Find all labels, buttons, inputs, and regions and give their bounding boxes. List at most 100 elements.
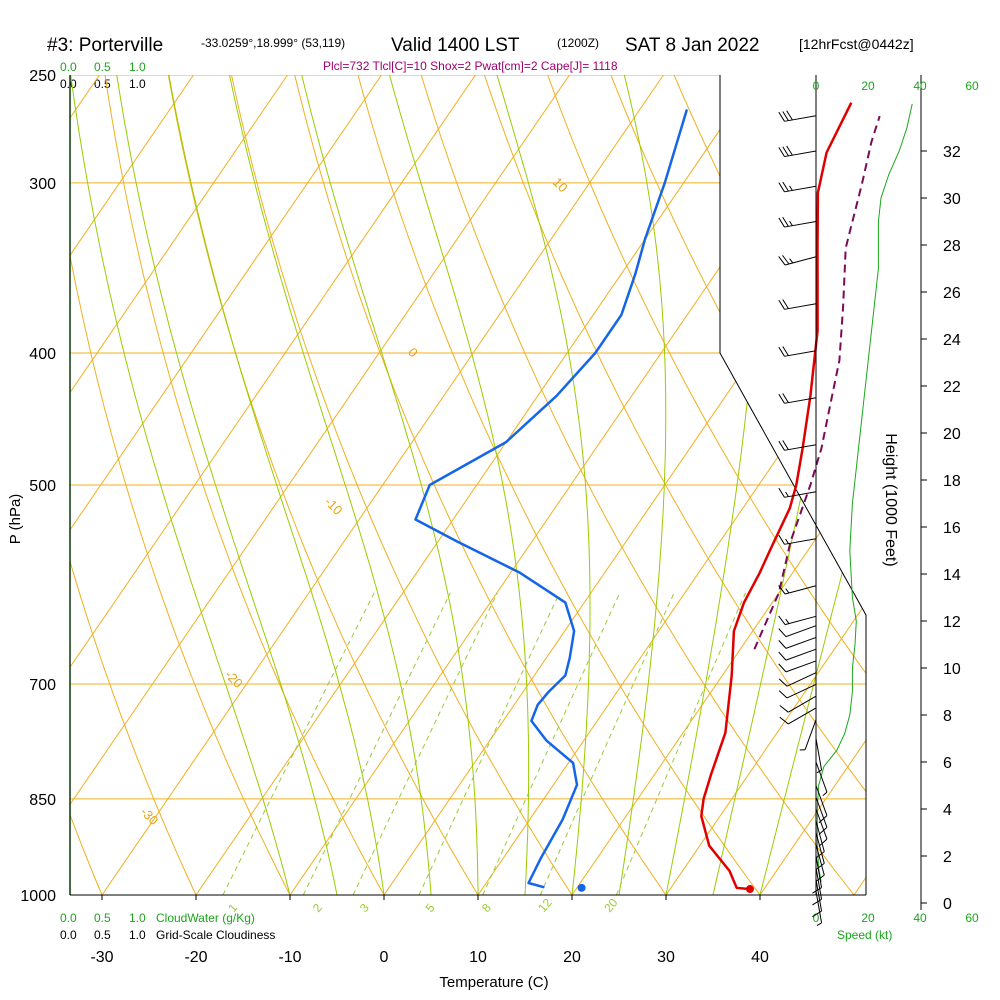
height-tick-label: 28 [943,238,961,255]
p-tick-label: 700 [29,677,56,694]
wind-barb [815,891,823,927]
parcel-path [753,115,881,650]
height-tick-label: 26 [943,285,961,302]
height-tick-label: 8 [943,708,952,725]
moist-adiabat [229,75,432,895]
isotherm-label: 0 [405,345,421,361]
height-tick-label: 12 [943,614,961,631]
dewpoint-line [414,109,689,889]
utc-time: (1200Z) [557,36,599,50]
isotherm-line [195,75,758,895]
height-axis-title: Height (1000 Feet) [882,433,899,566]
speed-tick-label-bottom: 20 [861,911,875,925]
dry-adiabat [0,75,8,895]
parcel-params: Plcl=732 Tlcl[C]=10 Shox=2 Pwat[cm]=2 Ca… [323,59,618,73]
mixing-ratio-line [418,592,561,895]
grid-scale-bottom-1: 1.0 [129,928,146,942]
isotherm-line [70,75,382,895]
cloud-water-label: CloudWater (g/Kg) [156,911,255,925]
isotherm-label: 10 [550,174,571,195]
p-tick-label: 400 [29,346,56,363]
wind-barb [799,719,817,751]
moist-adiabat [389,75,530,895]
x-tick-label: -10 [278,949,301,966]
forecast-info: [12hrFcst@0442z] [799,36,914,52]
temperature-line [700,102,853,891]
mixing-ratio-label: 5 [423,901,438,915]
isotherm-line [70,75,570,895]
wind-barb [778,145,817,158]
p-tick-label: 300 [29,176,56,193]
height-tick-label: 22 [943,379,961,396]
wind-barb [778,625,817,638]
wind-barb [778,534,817,545]
wind-barb [815,808,828,847]
height-tick-label: 6 [943,755,952,772]
p-tick-label: 1000 [20,888,56,905]
mixing-ratio-label: 20 [601,895,621,914]
p-tick-label: 500 [29,478,56,495]
station-title: #3: Porterville [47,35,163,56]
speed-tick-label-top: 60 [965,79,979,93]
valid-date: SAT 8 Jan 2022 [625,35,760,56]
wind-barb [815,820,825,859]
mixing-ratio-line [352,592,498,895]
p-tick-label: 850 [29,792,56,809]
mixing-ratio-line [222,592,375,895]
plot-boundary [719,75,867,895]
dry-adiabat [420,75,855,895]
isotherm-line [759,75,866,895]
p-tick-label: 250 [29,68,56,85]
wind-barb [815,797,828,835]
dry-adiabat [70,75,197,895]
speed-tick-label-top: 0 [813,79,820,93]
cloud-scale-top-1: 1.0 [129,60,146,74]
dry-adiabat [104,75,385,895]
station-coords: -33.0259°,18.999° (53,119) [201,36,345,50]
wind-barb [778,440,817,451]
y-axis-title: P (hPa) [7,494,24,545]
wind-barb [779,707,817,725]
height-tick-label: 18 [943,473,961,490]
height-tick-label: 20 [943,426,961,443]
grid-scale-top-0: 0.0 [60,77,77,91]
cloud-scale-top-05: 0.5 [94,60,111,74]
dry-adiabat [357,75,761,895]
moist-adiabat [168,75,385,895]
mixing-ratio-label: 12 [535,895,555,914]
mixing-ratio-line [615,592,746,895]
dry-adiabat [70,75,291,895]
dry-adiabat [990,75,1000,895]
speed-tick-label-bottom: 40 [913,911,927,925]
temperature-surface-marker [745,885,754,894]
x-tick-label: 40 [751,949,769,966]
cloud-scale-bottom-1: 1.0 [129,911,146,925]
cloud-scale-bottom-0: 0.0 [60,911,77,925]
isotherm-line [0,75,5,895]
wind-barb [815,832,825,871]
wind-barb [778,216,817,228]
wind-panel: 0246810121416182022242628303200202040406… [778,75,979,927]
mixing-ratio-label: 3 [357,901,372,915]
wind-barb [815,738,823,774]
grid-scale-label: Grid-Scale Cloudiness [156,928,275,942]
wind-barb [778,487,817,498]
isotherm-line [665,75,866,895]
moist-adiabat [70,75,291,895]
wind-barb [778,585,817,595]
wind-barb [778,660,817,673]
mixing-ratio-label: 8 [479,901,494,915]
isotherm-label: -10 [322,494,346,518]
height-tick-label: 32 [943,144,961,161]
dry-adiabat [294,75,667,895]
wind-barb [778,636,817,649]
isotherm-line [101,75,664,895]
moist-adiabat [618,75,667,895]
wind-barb [778,615,817,626]
isotherm-label: -20 [222,667,246,691]
mixing-ratio-line [302,592,451,895]
dry-adiabat [800,75,866,895]
speed-tick-label-bottom: 0 [813,911,820,925]
